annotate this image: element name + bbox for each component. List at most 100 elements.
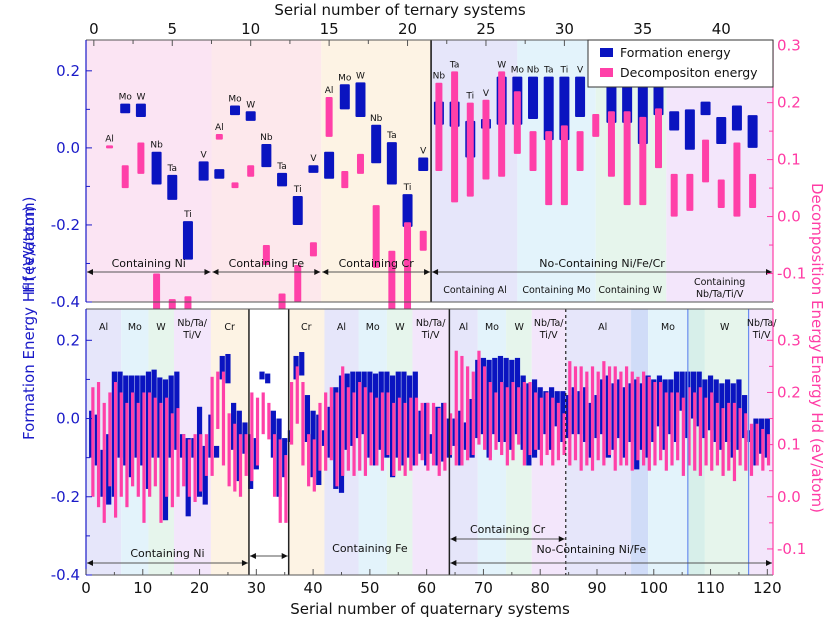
y-left-tick-label: -0.4 (51, 293, 80, 311)
decomposition-bar (483, 366, 487, 450)
decomposition-bar (231, 182, 239, 189)
element-label: V (201, 150, 208, 160)
decomposition-bar (505, 387, 509, 466)
formation-bar (304, 395, 311, 442)
element-label: Nb (150, 141, 163, 151)
decomposition-bar (664, 392, 668, 471)
arrow-head-right (766, 560, 772, 566)
left-y-axis-title: Formation Energy Hf (eV/atom) (20, 206, 38, 440)
formation-bar (559, 76, 570, 141)
decomposition-bar (170, 413, 174, 508)
element-label: Nb (527, 66, 540, 76)
element-label: Al (105, 134, 114, 144)
decomposition-bar (686, 173, 694, 211)
decomposition-bar (630, 371, 634, 471)
decomposition-bar (324, 392, 328, 471)
group-label: Al (459, 322, 468, 333)
decomposition-bar (500, 382, 504, 456)
y-left-tick-label: -0.2 (51, 216, 80, 234)
element-label: Ti (293, 185, 302, 195)
formation-bar (528, 76, 539, 119)
x-tick-label: 110 (696, 579, 725, 597)
decomposition-bar (153, 397, 157, 487)
decomposition-bar (715, 402, 720, 466)
x-tick-label: 5 (167, 20, 177, 38)
decomposition-bar (732, 402, 737, 482)
x-tick-label: 15 (320, 20, 339, 38)
element-label: Nb (260, 133, 273, 143)
formation-bar (543, 76, 554, 141)
arrow-head-left (450, 536, 457, 542)
group-label: Nb/Ta/ (534, 318, 564, 329)
formation-bar (684, 109, 695, 150)
quaternary-bg-region (531, 309, 566, 575)
group-label: Ti/V (752, 330, 771, 341)
decomposition-bar (717, 179, 725, 209)
arrow-head-right (241, 560, 248, 566)
y-left-tick-label: 0.0 (56, 139, 80, 157)
formation-bar (259, 371, 265, 380)
decomposition-bar (551, 397, 555, 466)
x-tick-label: 30 (555, 20, 574, 38)
decomposition-bar (437, 408, 441, 476)
decomposition-bar (204, 434, 209, 476)
decomposition-bar (590, 366, 595, 471)
decomposition-bar (511, 382, 515, 461)
decomposition-bar (517, 387, 521, 445)
decomposition-bar (466, 366, 470, 461)
sub-region-label: Containing Mo (522, 285, 591, 296)
y-left-tick-label: 0.2 (56, 62, 80, 80)
region-label: Containing Fe (229, 257, 305, 270)
decomposition-bar (451, 71, 459, 203)
element-label: Al (325, 86, 334, 96)
decomposition-bar (659, 382, 663, 461)
group-label: Nb/Ta/ (416, 318, 446, 329)
y-right-tick-label: -0.1 (777, 540, 806, 558)
decomposition-bar (210, 376, 214, 476)
decomposition-bar (272, 434, 277, 497)
decomposition-bar (113, 382, 118, 518)
decomposition-bar (513, 91, 521, 154)
decomposition-bar (693, 392, 697, 471)
decomposition-bar (153, 273, 161, 317)
sub-region-label: Containing (694, 277, 745, 288)
formation-bar (575, 76, 586, 118)
decomposition-bar (435, 82, 443, 171)
decomposition-bar (744, 413, 748, 471)
left-y-axis-title-top: Hf (eV/atom) (20, 197, 38, 293)
formation-bar (386, 142, 397, 185)
decomposition-bar (397, 397, 402, 471)
decomposition-bar (121, 165, 129, 189)
formation-bar (402, 194, 413, 227)
formation-bar (219, 355, 225, 380)
arrow-head-right (424, 269, 431, 275)
group-label: W (395, 322, 405, 333)
group-label: Cr (224, 322, 235, 333)
quaternary-group-labels: Al Mo W Nb/Ta/Ti/VCr Cr Al Mo W Nb/Ta/Ti/VAl Mo W N… (99, 318, 777, 341)
quaternary-x-axis-title: Serial number of quaternary systems (290, 600, 570, 618)
decomposition-bar (216, 371, 220, 429)
quaternary-dividers (248, 309, 750, 575)
formation-bar (292, 196, 303, 225)
decomposition-bar (738, 408, 742, 466)
y-right-tick-label: 0.0 (777, 488, 801, 506)
sub-region-label: Containing Al (443, 285, 507, 296)
region-label: Containing Cr (339, 257, 415, 270)
group-label: Nb/Ta/ (177, 318, 207, 329)
decomposition-bar (568, 361, 572, 466)
group-label: Al (598, 322, 607, 333)
decomposition-bar (607, 366, 612, 456)
decomposition-bar (289, 382, 294, 445)
decomposition-bar (426, 402, 430, 471)
decomposition-bar (119, 392, 123, 497)
decomposition-bar (477, 350, 481, 445)
decomposition-bar (466, 102, 474, 197)
y-left-tick-label: -0.4 (51, 566, 80, 584)
arrow-head-right (558, 536, 565, 542)
x-tick-label: 10 (241, 20, 260, 38)
x-tick-label: 25 (476, 20, 495, 38)
legend-label-decomposition: Decompositon energy (620, 65, 758, 80)
decomposition-bar (176, 408, 180, 497)
x-tick-label: 0 (89, 20, 99, 38)
group-label: Al (99, 322, 108, 333)
